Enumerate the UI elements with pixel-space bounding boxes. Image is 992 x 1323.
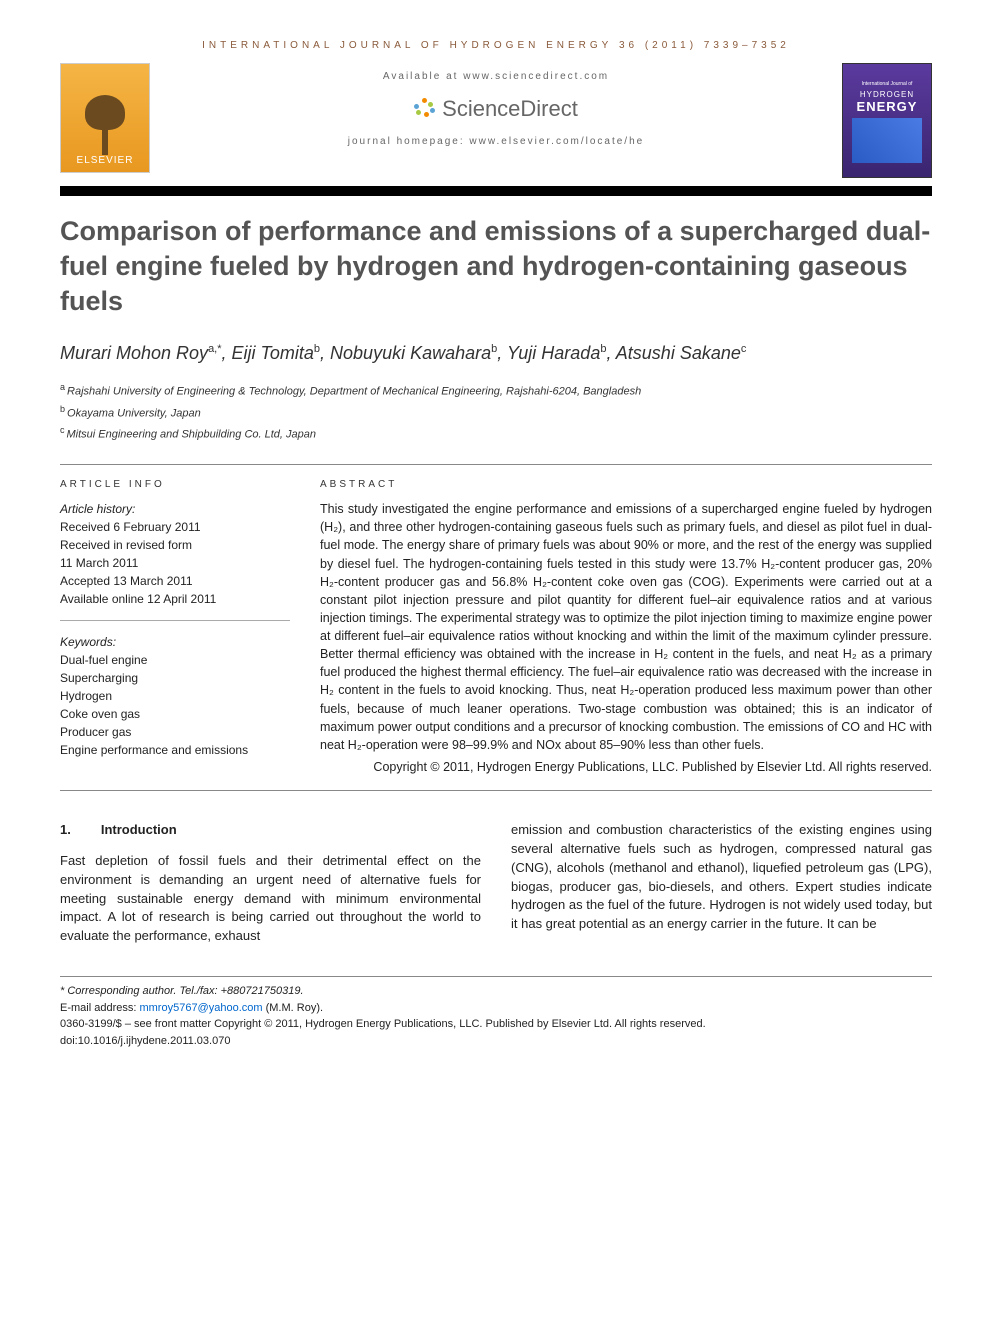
email-label: E-mail address: bbox=[60, 1002, 139, 1014]
available-at: Available at www.sciencedirect.com bbox=[162, 71, 830, 82]
journal-cover: International Journal of HYDROGEN ENERGY bbox=[842, 63, 932, 178]
body-text-right: emission and combustion characteristics … bbox=[511, 821, 932, 934]
keyword-item: Dual-fuel engine bbox=[60, 651, 290, 669]
issn-line: 0360-3199/$ – see front matter Copyright… bbox=[60, 1016, 932, 1033]
cover-top: International Journal of bbox=[859, 78, 916, 90]
history-revised2: 11 March 2011 bbox=[60, 554, 290, 572]
sciencedirect-logo: ScienceDirect bbox=[162, 96, 830, 122]
keyword-item: Hydrogen bbox=[60, 687, 290, 705]
body-text-left: Fast depletion of fossil fuels and their… bbox=[60, 852, 481, 946]
sciencedirect-text: ScienceDirect bbox=[442, 96, 578, 122]
history-label: Article history: bbox=[60, 500, 290, 518]
journal-homepage: journal homepage: www.elsevier.com/locat… bbox=[162, 136, 830, 147]
keyword-item: Engine performance and emissions bbox=[60, 741, 290, 759]
email-suffix: (M.M. Roy). bbox=[263, 1002, 324, 1014]
article-info: ARTICLE INFO Article history: Received 6… bbox=[60, 479, 290, 776]
section-heading: 1. Introduction bbox=[60, 821, 481, 840]
cover-big: ENERGY bbox=[857, 99, 918, 114]
affiliation-a: aRajshahi University of Engineering & Te… bbox=[60, 380, 932, 401]
history-accepted: Accepted 13 March 2011 bbox=[60, 572, 290, 590]
article-title: Comparison of performance and emissions … bbox=[60, 214, 932, 319]
elsevier-name: ELSEVIER bbox=[77, 155, 134, 166]
sciencedirect-icon bbox=[414, 98, 436, 120]
doi-line: doi:10.1016/j.ijhydene.2011.03.070 bbox=[60, 1033, 932, 1050]
authors: Murari Mohon Roya,*, Eiji Tomitab, Nobuy… bbox=[60, 341, 932, 366]
history-revised1: Received in revised form bbox=[60, 536, 290, 554]
elsevier-logo: ELSEVIER bbox=[60, 63, 150, 173]
article-info-heading: ARTICLE INFO bbox=[60, 479, 290, 490]
keyword-item: Coke oven gas bbox=[60, 705, 290, 723]
keywords-label: Keywords: bbox=[60, 633, 290, 651]
keyword-item: Supercharging bbox=[60, 669, 290, 687]
info-abstract-row: ARTICLE INFO Article history: Received 6… bbox=[60, 464, 932, 791]
section-num: 1. bbox=[60, 822, 71, 837]
corresponding-author: * Corresponding author. Tel./fax: +88072… bbox=[60, 983, 932, 1000]
footnotes: * Corresponding author. Tel./fax: +88072… bbox=[60, 976, 932, 1049]
elsevier-tree-icon bbox=[80, 95, 130, 155]
affiliations: aRajshahi University of Engineering & Te… bbox=[60, 380, 932, 444]
section-title: Introduction bbox=[101, 822, 177, 837]
email-link[interactable]: mmroy5767@yahoo.com bbox=[139, 1002, 262, 1014]
email-line: E-mail address: mmroy5767@yahoo.com (M.M… bbox=[60, 1000, 932, 1017]
body-columns: 1. Introduction Fast depletion of fossil … bbox=[60, 821, 932, 946]
abstract-text: This study investigated the engine perfo… bbox=[320, 500, 932, 754]
body-col-left: 1. Introduction Fast depletion of fossil … bbox=[60, 821, 481, 946]
body-col-right: emission and combustion characteristics … bbox=[511, 821, 932, 946]
abstract: ABSTRACT This study investigated the eng… bbox=[320, 479, 932, 776]
header-row: ELSEVIER Available at www.sciencedirect.… bbox=[60, 63, 932, 178]
separator-bar bbox=[60, 186, 932, 196]
journal-header: INTERNATIONAL JOURNAL OF HYDROGEN ENERGY… bbox=[60, 40, 932, 51]
affiliation-c: cMitsui Engineering and Shipbuilding Co.… bbox=[60, 423, 932, 444]
keywords: Keywords: Dual-fuel engine Supercharging… bbox=[60, 633, 290, 759]
keyword-item: Producer gas bbox=[60, 723, 290, 741]
affiliation-b: bOkayama University, Japan bbox=[60, 402, 932, 423]
cover-image bbox=[852, 118, 922, 163]
abstract-heading: ABSTRACT bbox=[320, 479, 932, 490]
copyright: Copyright © 2011, Hydrogen Energy Public… bbox=[320, 758, 932, 776]
cover-mid: HYDROGEN bbox=[860, 90, 914, 99]
header-center: Available at www.sciencedirect.com Scien… bbox=[162, 63, 830, 147]
article-history: Article history: Received 6 February 201… bbox=[60, 500, 290, 621]
history-received: Received 6 February 2011 bbox=[60, 518, 290, 536]
history-online: Available online 12 April 2011 bbox=[60, 590, 290, 608]
